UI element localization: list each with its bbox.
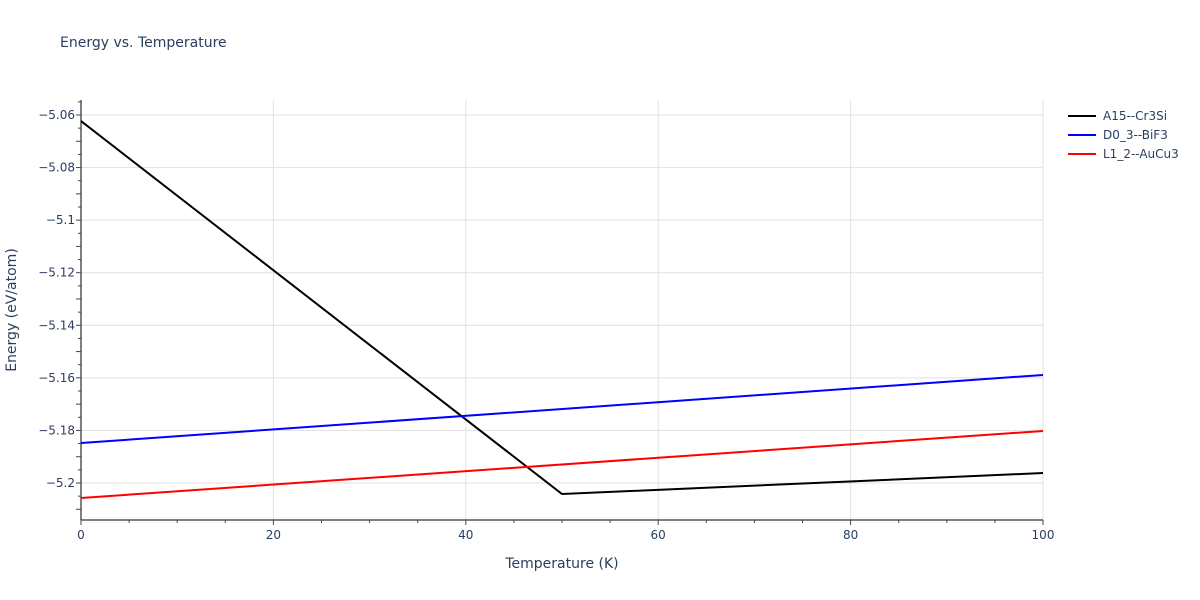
legend-label: L1_2--AuCu3 [1103,146,1179,161]
chart-title: Energy vs. Temperature [60,35,227,51]
legend-swatch-icon [1068,152,1096,155]
y-tick-label: −5.08 [38,161,75,175]
legend-item-a15[interactable]: A15--Cr3Si [1068,106,1179,125]
legend-swatch-icon [1068,133,1096,136]
legend-item-l12[interactable]: L1_2--AuCu3 [1068,144,1179,163]
series-line-a15-cr3si[interactable] [80,120,1044,496]
y-tick-label: −5.18 [38,423,75,437]
y-tick-label: −5.06 [38,108,75,122]
x-tick-label: 0 [77,528,85,542]
x-tick-label: 60 [651,528,666,542]
legend-swatch-icon [1068,114,1096,117]
x-tick-label: 20 [266,528,281,542]
y-tick-label: −5.12 [38,266,75,280]
y-tick-label: −5.14 [38,318,75,332]
legend: A15--Cr3Si D0_3--BiF3 L1_2--AuCu3 [1068,106,1179,163]
x-tick-label: 80 [843,528,858,542]
y-axis-title: Energy (eV/atom) [4,248,20,372]
legend-item-d03[interactable]: D0_3--BiF3 [1068,125,1179,144]
legend-label: A15--Cr3Si [1103,108,1168,123]
y-tick-label: −5.2 [46,476,75,490]
y-tick-label: −5.1 [46,213,75,227]
x-axis-title: Temperature (K) [504,556,618,572]
x-tick-label: 100 [1032,528,1055,542]
series-line-d0-3-bif3[interactable] [80,373,1044,445]
series-line-l1-2-aucu3[interactable] [80,429,1044,499]
legend-label: D0_3--BiF3 [1103,127,1168,142]
x-tick-label: 40 [458,528,473,542]
y-tick-label: −5.16 [38,371,75,385]
